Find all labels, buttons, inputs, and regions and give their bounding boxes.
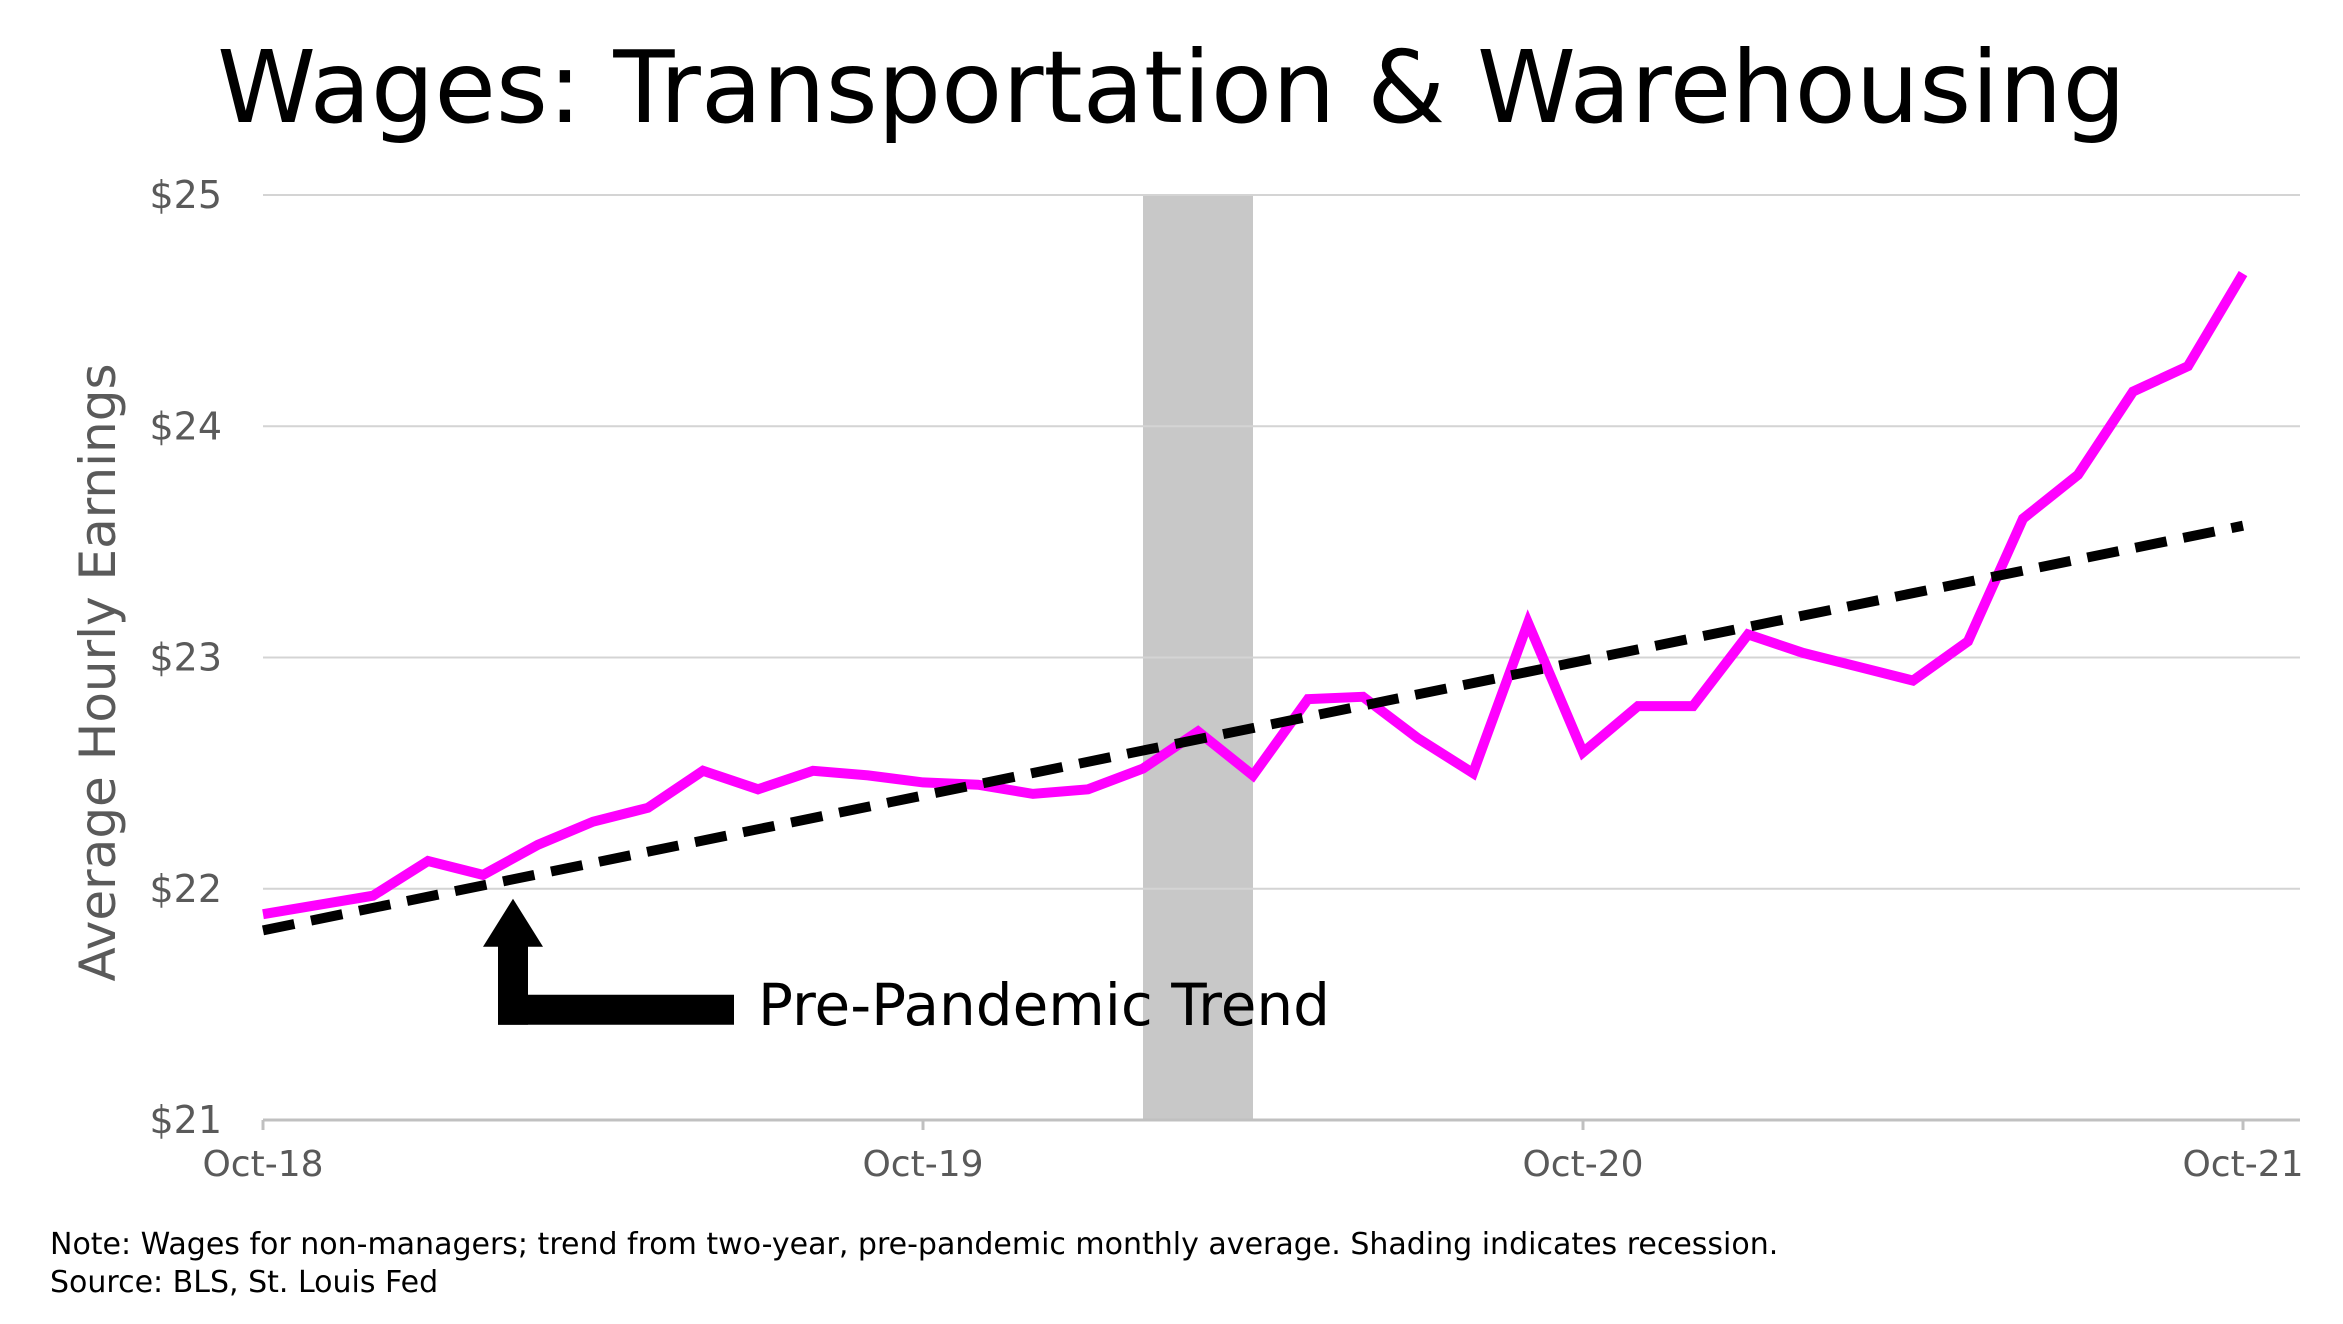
y-tick-label: $25 bbox=[149, 173, 222, 217]
trend-line bbox=[261, 520, 2245, 936]
chart-title: Wages: Transportation & Warehousing bbox=[217, 29, 2126, 146]
chart-source: Source: BLS, St. Louis Fed bbox=[50, 1265, 439, 1300]
y-axis-label: Average Hourly Earnings bbox=[69, 364, 127, 982]
x-tick-label: Oct-18 bbox=[202, 1144, 323, 1185]
y-tick-label: $23 bbox=[149, 636, 222, 680]
y-tick-label: $21 bbox=[149, 1098, 222, 1142]
x-tick-label: Oct-19 bbox=[862, 1144, 983, 1185]
wage-series-line bbox=[262, 271, 2248, 920]
y-tick-label: $24 bbox=[149, 404, 222, 448]
y-tick-label: $22 bbox=[149, 867, 222, 911]
x-tick-label: Oct-20 bbox=[1522, 1144, 1643, 1185]
arrow-head bbox=[483, 898, 543, 947]
x-tick-label: Oct-21 bbox=[2182, 1144, 2303, 1185]
trend-annotation-arrow bbox=[483, 898, 734, 1025]
chart-note: Note: Wages for non-managers; trend from… bbox=[50, 1227, 1779, 1262]
annotation-label: Pre-Pandemic Trend bbox=[758, 971, 1330, 1039]
arrow-tail bbox=[498, 994, 734, 1025]
